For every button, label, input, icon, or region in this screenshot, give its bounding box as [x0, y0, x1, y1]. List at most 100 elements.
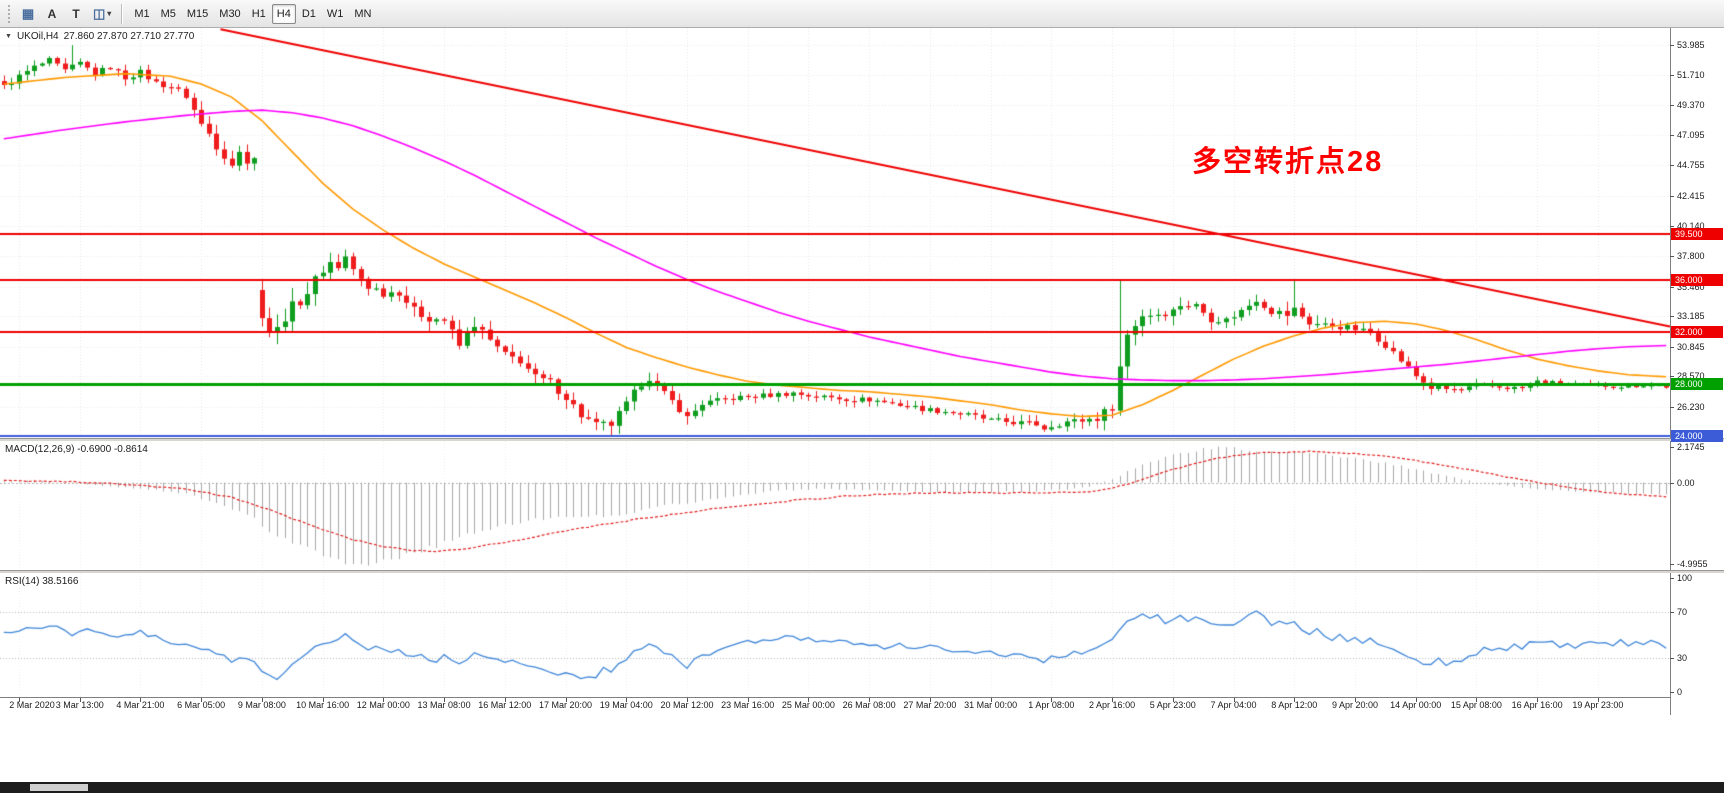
time-tickmark: [566, 698, 567, 702]
price-tick-label: 37.800: [1677, 251, 1705, 262]
chart-ohlc-values: 27.860 27.870 27.710 27.770: [63, 31, 195, 42]
taskbar-item[interactable]: [30, 784, 88, 791]
time-label: 2 Mar 2020: [9, 700, 55, 710]
template-dropdown-glyph: ◫: [93, 5, 106, 21]
timeframe-toolbar: M1 M5 M15 M30 H1 H4 D1 W1 MN: [129, 3, 376, 24]
macd-scale-label: 2.1745: [1677, 442, 1705, 453]
macd-panel-canvas[interactable]: [0, 441, 1670, 570]
price-level-label: 36.000: [1671, 273, 1723, 286]
time-label: 12 Mar 00:00: [356, 700, 410, 710]
timeframe-button-m30[interactable]: M30: [214, 4, 245, 24]
price-level-label: 32.000: [1671, 325, 1723, 338]
time-tickmark: [1234, 698, 1235, 702]
price-tickmark: [1670, 347, 1674, 348]
time-label: 20 Mar 12:00: [660, 700, 714, 710]
price-tick-label: 47.095: [1677, 129, 1705, 140]
price-level-label: 39.500: [1671, 227, 1723, 240]
time-tickmark: [626, 698, 627, 702]
time-tickmark: [140, 698, 141, 702]
chart-symbol-label: UKOil,H4: [16, 31, 59, 42]
macd-indicator-label: MACD(12,26,9) -0.6900 -0.8614: [5, 444, 148, 455]
time-label: 19 Mar 04:00: [599, 700, 653, 710]
price-tickmark: [1670, 196, 1674, 197]
time-label: 23 Mar 16:00: [721, 700, 775, 710]
time-label: 31 Mar 00:00: [964, 700, 1018, 710]
toolbar-drag-handle[interactable]: [7, 3, 12, 24]
time-tickmark: [505, 698, 506, 702]
letter-a-button[interactable]: A: [41, 3, 63, 25]
timeframe-button-m1[interactable]: M1: [129, 4, 154, 24]
price-tickmark: [1670, 135, 1674, 136]
timeframe-button-h1[interactable]: H1: [247, 4, 271, 24]
time-label: 27 Mar 20:00: [903, 700, 957, 710]
time-tickmark: [1112, 698, 1113, 702]
top-toolbar: ▦ A T ◫ ▾ M1 M5 M15 M30 H1 H4 D1 W1 MN: [0, 0, 1724, 28]
rsi-tickmark: [1670, 578, 1674, 579]
timeframe-button-m5[interactable]: M5: [156, 4, 181, 24]
price-tick-label: 33.185: [1677, 311, 1705, 322]
panel-splitter-macd[interactable]: [0, 438, 1724, 441]
time-label: 19 Apr 23:00: [1572, 700, 1624, 710]
time-tickmark: [19, 698, 20, 702]
timeframe-button-h4[interactable]: H4: [271, 3, 296, 24]
time-tickmark: [201, 698, 202, 702]
time-label: 10 Mar 16:00: [296, 700, 350, 710]
macd-tickmark: [1670, 483, 1674, 484]
time-label: 26 Mar 08:00: [842, 700, 896, 710]
price-tickmark: [1670, 105, 1674, 106]
macd-tickmark: [1670, 564, 1674, 565]
panel-splitter-rsi[interactable]: [0, 570, 1724, 573]
rsi-scale-label: 0: [1677, 687, 1683, 698]
price-tick-label: 40.140: [1677, 220, 1705, 231]
time-tickmark: [1294, 698, 1295, 702]
price-tickmark: [1670, 287, 1674, 288]
time-tickmark: [1598, 698, 1599, 702]
time-label: 16 Mar 12:00: [478, 700, 532, 710]
price-tickmark: [1670, 45, 1674, 46]
letter-a-glyph: A: [47, 6, 57, 21]
dropdown-caret-icon: ▾: [107, 9, 112, 18]
timeframe-button-w1[interactable]: W1: [322, 4, 349, 24]
timeframe-button-d1[interactable]: D1: [297, 4, 321, 24]
annotation-text[interactable]: 多空转折点28: [1192, 146, 1384, 178]
time-tickmark: [687, 698, 688, 702]
time-label: 3 Mar 13:00: [55, 700, 104, 710]
price-tick-label: 35.460: [1677, 281, 1705, 292]
time-label: 14 Apr 00:00: [1390, 700, 1442, 710]
time-tickmark: [1537, 698, 1538, 702]
timeframe-button-mn[interactable]: MN: [349, 4, 376, 24]
rsi-tickmark: [1670, 612, 1674, 613]
letter-t-button[interactable]: T: [65, 3, 87, 25]
time-tickmark: [1476, 698, 1477, 702]
template-dropdown-button[interactable]: ◫ ▾: [89, 3, 115, 25]
time-tickmark: [808, 698, 809, 702]
time-tickmark: [383, 698, 384, 702]
chart-grid-icon-glyph: ▦: [21, 5, 35, 21]
price-tickmark: [1670, 165, 1674, 166]
chart-ohlc-readout: ▼ UKOil,H4 27.860 27.870 27.710 27.770: [5, 31, 194, 42]
rsi-indicator-label: RSI(14) 38.5166: [5, 576, 79, 587]
chart-dropdown-icon[interactable]: ▼: [5, 33, 12, 40]
price-tick-label: 28.570: [1677, 371, 1705, 382]
time-tickmark: [1173, 698, 1174, 702]
chart-grid-icon-button[interactable]: ▦: [17, 3, 39, 25]
time-label: 13 Mar 08:00: [417, 700, 471, 710]
price-scale[interactable]: [1670, 28, 1724, 715]
price-tickmark: [1670, 256, 1674, 257]
time-label: 1 Apr 08:00: [1028, 700, 1075, 710]
time-label: 6 Mar 05:00: [177, 700, 226, 710]
taskbar[interactable]: [0, 782, 1724, 793]
price-tickmark: [1670, 226, 1674, 227]
time-label: 2 Apr 16:00: [1089, 700, 1136, 710]
rsi-panel-canvas[interactable]: [0, 573, 1670, 697]
price-chart-canvas[interactable]: [0, 28, 1670, 438]
toolbar-icon-group: ▦ A T ◫ ▾: [17, 3, 115, 25]
time-tickmark: [80, 698, 81, 702]
time-axis[interactable]: [0, 697, 1670, 716]
price-tick-label: 44.755: [1677, 160, 1705, 171]
time-label: 17 Mar 20:00: [538, 700, 593, 710]
timeframe-button-m15[interactable]: M15: [182, 4, 213, 24]
time-label: 9 Mar 08:00: [237, 700, 286, 710]
price-tickmark: [1670, 376, 1674, 377]
price-level-label: 24.000: [1671, 430, 1723, 443]
